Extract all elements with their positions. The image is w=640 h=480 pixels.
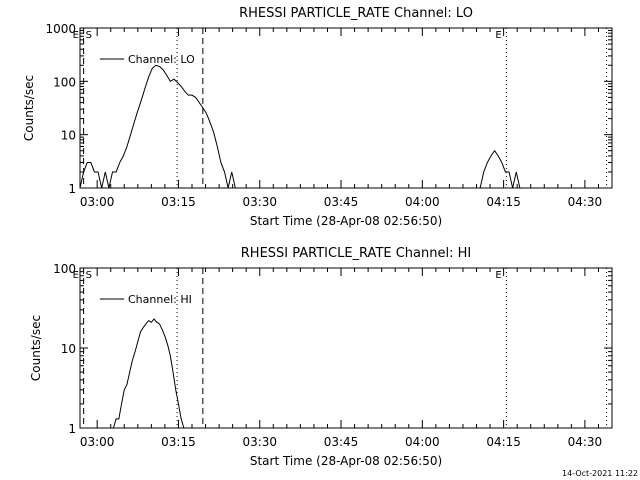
y-tick-label: 100 <box>53 75 76 89</box>
series-line-channel-lo <box>79 64 538 189</box>
time-marker-label: S <box>86 30 92 41</box>
y-axis-label: Counts/sec <box>29 315 43 381</box>
chart-title: RHESSI PARTICLE_RATE Channel: LO <box>239 6 473 21</box>
legend-entry: Channel: LO <box>128 53 195 66</box>
time-marker-label: E <box>73 30 79 41</box>
y-axis-label: Counts/sec <box>22 75 36 141</box>
x-axis-label: Start Time (28-Apr-08 02:56:50) <box>250 214 442 228</box>
series-line-channel-hi <box>112 318 185 429</box>
y-tick-label: 100 <box>53 262 76 276</box>
plot-frame <box>79 27 613 189</box>
x-tick-label: 04:15 <box>486 435 521 449</box>
x-tick-label: 04:15 <box>486 195 521 209</box>
x-tick-label: 03:00 <box>80 195 115 209</box>
x-tick-label: 03:30 <box>242 435 277 449</box>
y-tick-label: 1000 <box>45 22 76 36</box>
plot-frame <box>79 267 613 429</box>
chart-title: RHESSI PARTICLE_RATE Channel: HI <box>241 246 471 261</box>
legend-entry: Channel: HI <box>128 293 192 306</box>
y-tick-label: 10 <box>61 342 76 356</box>
chart-panel-1: RHESSI PARTICLE_RATE Channel: HI Counts/s… <box>29 246 613 468</box>
x-tick-label: 03:15 <box>161 435 196 449</box>
x-tick-label: 04:30 <box>568 435 603 449</box>
x-axis-label: Start Time (28-Apr-08 02:56:50) <box>250 454 442 468</box>
time-marker-label: E <box>495 270 501 281</box>
y-tick-label: 1 <box>68 182 76 196</box>
x-tick-label: 03:15 <box>161 195 196 209</box>
x-tick-label: 03:45 <box>324 435 359 449</box>
time-marker-label: E <box>73 270 79 281</box>
x-tick-label: 03:30 <box>242 195 277 209</box>
x-tick-label: 03:45 <box>324 195 359 209</box>
time-marker-label: S <box>86 270 92 281</box>
chart-panel-0: RHESSI PARTICLE_RATE Channel: LO Counts/s… <box>22 6 613 228</box>
x-tick-label: 04:00 <box>405 195 440 209</box>
y-tick-label: 1 <box>68 422 76 436</box>
x-tick-label: 04:00 <box>405 435 440 449</box>
x-tick-label: 04:30 <box>568 195 603 209</box>
x-tick-label: 03:00 <box>80 435 115 449</box>
y-tick-label: 10 <box>61 129 76 143</box>
footer-timestamp: 14-Oct-2021 11:22 <box>562 469 638 478</box>
time-marker-label: E <box>495 30 501 41</box>
